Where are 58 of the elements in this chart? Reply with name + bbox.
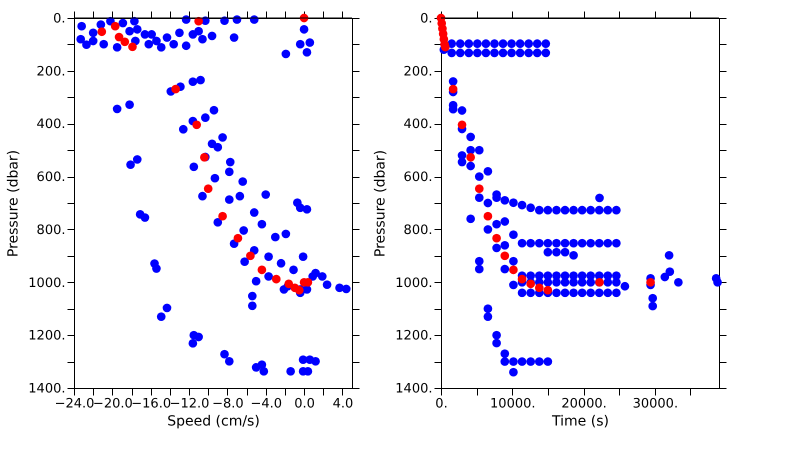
point: [258, 266, 266, 274]
x-tick-label: 0.0: [294, 396, 315, 412]
y-tick-label: 400.: [36, 117, 66, 132]
y-tick-label: 1000.: [395, 276, 432, 291]
point: [544, 286, 552, 295]
point: [97, 27, 106, 36]
x-tick-label: 20000.: [561, 396, 607, 412]
y-tick-label: 800.: [36, 222, 66, 238]
point: [204, 184, 213, 194]
y-tick-label: 200.: [36, 64, 66, 80]
point: [192, 120, 202, 130]
x-tick-label: −24.0: [54, 396, 94, 412]
point: [534, 284, 544, 292]
x-axis-title: Speed (cm/s): [167, 414, 260, 430]
point: [171, 84, 180, 94]
point: [284, 280, 294, 288]
point: [120, 37, 130, 46]
point: [218, 212, 227, 221]
point: [246, 252, 255, 260]
point: [458, 120, 466, 130]
point: [500, 252, 510, 260]
point: [128, 42, 137, 52]
y-tick-label: 600.: [36, 170, 66, 186]
y-tick-label: 1200.: [28, 328, 66, 344]
y-tick-label: 400.: [404, 117, 432, 132]
x-tick-label: 10000.: [490, 396, 536, 412]
y-axis-title: Pressure (dbar): [372, 150, 388, 258]
point: [484, 212, 492, 221]
y-tick-label: 1400.: [28, 382, 66, 396]
x-tick-label: −12.0: [170, 396, 210, 412]
y-tick-label: 0.: [420, 12, 432, 26]
y-axis-title: Pressure (dbar): [5, 150, 22, 258]
point: [234, 234, 242, 242]
point: [114, 32, 124, 42]
y-tick-label: 200.: [404, 64, 432, 80]
point: [518, 274, 526, 284]
point: [646, 278, 655, 287]
y-tick-label: 0.: [53, 12, 66, 26]
y-tick-label: 800.: [404, 222, 432, 238]
x-tick-label: −8.0: [212, 396, 244, 412]
point: [466, 152, 475, 162]
y-tick-label: 1200.: [395, 328, 432, 344]
point: [448, 84, 458, 94]
y-tick-label: 1400.: [395, 382, 432, 396]
x-tick-label: 4.0: [332, 396, 354, 412]
x-tick-label: 0.: [435, 396, 448, 412]
y-tick-label: 1000.: [28, 276, 66, 291]
point: [110, 22, 120, 31]
point: [509, 266, 518, 274]
x-tick-label: −4.0: [250, 396, 282, 412]
y-tick-label: 600.: [404, 170, 432, 186]
x-tick-label: 30000.: [632, 396, 678, 412]
point: [474, 184, 484, 194]
point: [492, 234, 501, 242]
x-tick-label: −20.0: [92, 396, 133, 412]
x-tick-label: −16.0: [131, 396, 172, 412]
point: [272, 274, 281, 284]
x-axis-title: Time (s): [551, 414, 609, 430]
